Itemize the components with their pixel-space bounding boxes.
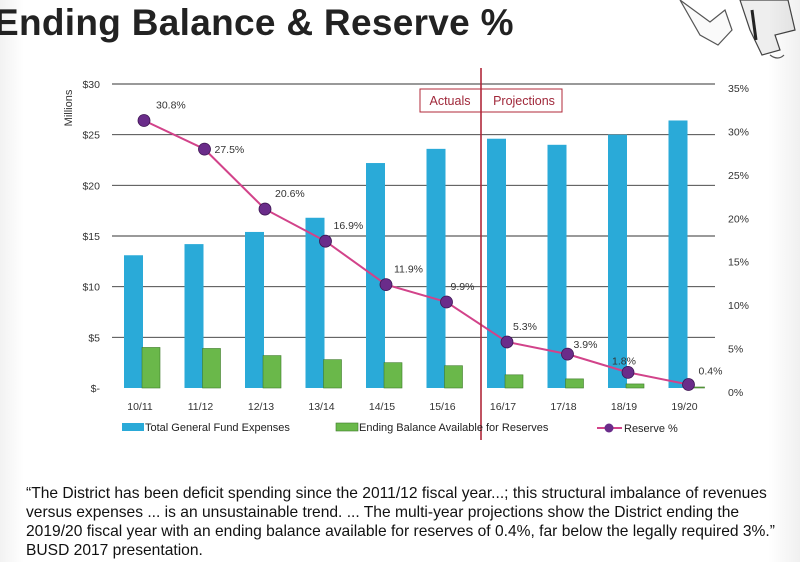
right-tick-label: 20% — [728, 213, 749, 225]
bar-ending-balance — [383, 362, 403, 389]
x-tick-label: 18/19 — [611, 401, 637, 413]
bar-ending-balance — [141, 347, 161, 389]
reserve-marker — [561, 347, 574, 361]
x-tick-label: 15/16 — [429, 401, 455, 413]
x-tick-label: 16/17 — [490, 401, 516, 413]
reserve-data-label: 20.6% — [275, 188, 305, 200]
bar-expenses — [366, 163, 385, 388]
legend-marker-reserve — [604, 423, 614, 433]
left-tick-label: $20 — [82, 180, 100, 192]
reserve-marker — [379, 278, 393, 292]
right-tick-label: 10% — [728, 300, 749, 312]
right-tick-label: 25% — [728, 170, 749, 182]
chart: $- $5 $10 $15 $20 $25 $30 0% 5% 10% 15% 20% 25% 30% 35… — [63, 68, 749, 440]
bar-expenses — [608, 134, 627, 388]
right-tick-label: 5% — [728, 344, 743, 356]
reserve-marker — [440, 295, 453, 309]
x-tick-label: 10/11 — [127, 401, 153, 413]
reserve-data-label: 0.4% — [699, 366, 723, 378]
reserve-data-label: 16.9% — [334, 220, 364, 232]
bar-ending-balance — [444, 365, 463, 389]
right-tick-label: 30% — [728, 126, 749, 138]
bar-expenses — [547, 144, 567, 388]
slide-title: Ending Balance & Reserve % — [0, 2, 514, 43]
x-tick-label: 17/18 — [550, 401, 576, 413]
bar-ending-balance — [565, 378, 584, 389]
reserve-data-label: 30.8% — [156, 99, 186, 111]
right-tick-label: 35% — [728, 83, 749, 95]
right-tick-label: 15% — [728, 257, 749, 269]
legend-label-reserve: Reserve % — [624, 423, 678, 435]
x-tick-label: 13/14 — [308, 401, 334, 413]
bar-ending-balance — [323, 359, 342, 389]
reserve-data-label: 9.9% — [451, 281, 475, 293]
bar-ending-balance — [625, 383, 645, 389]
quote-text: “The District has been deficit spending … — [26, 485, 775, 559]
actuals-label: Actuals — [430, 94, 471, 108]
x-tick-label: 14/15 — [369, 401, 395, 413]
left-tick-label: $30 — [82, 79, 100, 91]
bar-expenses — [305, 217, 325, 388]
reserve-marker — [621, 365, 635, 379]
reserve-marker — [258, 202, 272, 216]
left-tick-label: $10 — [82, 282, 100, 294]
actuals-projections-box: Actuals Projections — [419, 88, 563, 113]
reserve-data-label: 3.9% — [574, 339, 598, 351]
legend-label-expenses: Total General Fund Expenses — [145, 422, 290, 434]
reserve-line — [143, 119, 689, 386]
right-tick-label: 0% — [728, 387, 743, 399]
reserve-data-label: 27.5% — [215, 144, 245, 156]
legend-swatch-balance — [335, 422, 359, 432]
reserve-marker — [198, 142, 211, 156]
puzzle-pieces-icon — [679, 0, 796, 59]
projections-label: Projections — [493, 94, 555, 108]
left-tick-label: $- — [91, 383, 101, 395]
reserve-marker — [319, 234, 332, 248]
left-tick-label: $5 — [88, 332, 100, 344]
reserve-data-label: 5.3% — [513, 321, 537, 333]
bar-ending-balance — [504, 374, 524, 389]
legend-swatch-expenses — [122, 423, 144, 431]
left-axis-label: Millions — [63, 89, 75, 126]
bar-ending-balance — [202, 348, 221, 389]
bar-expenses — [245, 231, 264, 388]
reserve-marker — [500, 335, 514, 349]
legend-label-balance: Ending Balance Available for Reserves — [359, 422, 549, 434]
reserve-marker — [137, 114, 151, 127]
reserve-data-label: 11.9% — [394, 264, 423, 276]
legend: Total General Fund Expenses Ending Balan… — [122, 422, 678, 435]
reserve-marker — [682, 378, 695, 391]
bar-expenses — [487, 138, 506, 388]
bar-expenses — [184, 244, 204, 388]
bar-expenses — [668, 120, 688, 388]
x-tick-label: 19/20 — [671, 401, 697, 413]
left-tick-label: $25 — [82, 130, 100, 142]
bar-ending-balance — [262, 355, 282, 389]
bar-expenses — [426, 148, 446, 388]
x-tick-label: 12/13 — [248, 401, 274, 413]
left-tick-label: $15 — [82, 231, 100, 243]
reserve-data-label: 1.8% — [612, 355, 636, 367]
bar-expenses — [124, 255, 143, 388]
x-tick-label: 11/12 — [188, 401, 214, 413]
